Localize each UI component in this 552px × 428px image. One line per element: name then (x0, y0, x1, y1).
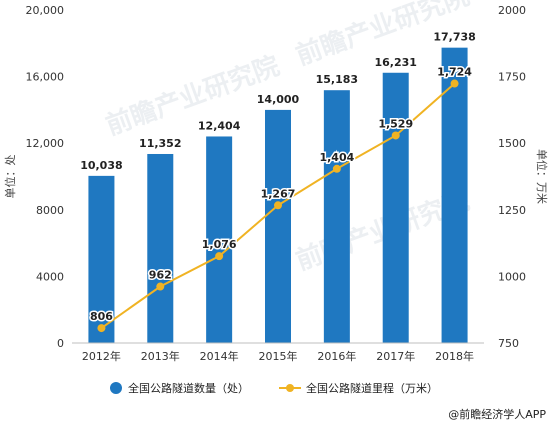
y-left-tick-label: 12,000 (26, 137, 65, 150)
y-right-tick-label: 1000 (498, 270, 526, 283)
x-tick-label: 2015年 (259, 349, 298, 363)
legend-line-label: 全国公路隧道里程（万米） (306, 381, 438, 395)
y-right-tick-label: 1500 (498, 137, 526, 150)
line-point (332, 164, 341, 173)
y-right-tick-label: 2000 (498, 4, 526, 17)
line-point (274, 201, 282, 210)
x-tick-label: 2017年 (376, 349, 415, 363)
y-left-tick-label: 16,000 (26, 71, 65, 84)
line-point (97, 324, 106, 333)
x-tick-label: 2013年 (141, 349, 180, 363)
bar (382, 72, 409, 344)
x-tick-label: 2016年 (317, 349, 356, 363)
bar-value-label: 11,352 (139, 137, 181, 150)
legend-bar-label: 全国公路隧道数量（处） (128, 381, 249, 395)
legend: 全国公路隧道数量（处） 全国公路隧道里程（万米） (110, 381, 438, 395)
y-left-tick-label: 8000 (36, 204, 64, 217)
x-tick-label: 2012年 (82, 349, 121, 363)
bar (147, 153, 174, 343)
y-right-axis-title: 单位：万米 (535, 149, 549, 204)
bar-value-label: 10,038 (80, 159, 122, 172)
y-right-tick-label: 1250 (498, 204, 526, 217)
line-series (97, 79, 459, 333)
line-point (391, 131, 400, 140)
data-labels: 10,038 11,352 12,404 14,000 15,183 16,231 17,7… (80, 31, 476, 325)
y-left-axis-title: 单位：处 (3, 155, 17, 199)
line-value-label: 1,076 (202, 238, 237, 251)
line-point (215, 252, 224, 261)
bar (323, 90, 350, 343)
y-right-tick-label: 750 (498, 337, 519, 350)
y-left-tick-label: 20,000 (26, 4, 65, 17)
line-value-label: 1,267 (261, 187, 296, 200)
credit-text: @前瞻经济学人APP (448, 407, 546, 421)
bar-value-label: 12,404 (198, 119, 241, 132)
bar (441, 47, 468, 344)
y-right-tick-label: 1750 (498, 71, 526, 84)
axes: 0 4000 8000 12,000 16,000 20,000 750 1000 1250 15… (3, 4, 549, 363)
x-tick-label: 2018年 (435, 349, 474, 363)
bar (206, 136, 233, 343)
bar (88, 175, 115, 343)
bar (265, 109, 291, 344)
bar-value-label: 17,738 (433, 31, 475, 44)
x-tick-label: 2014年 (200, 349, 239, 363)
line-value-label: 962 (149, 269, 172, 282)
bar-value-label: 14,000 (257, 93, 300, 106)
line-value-label: 1,724 (437, 66, 472, 79)
bar-series (88, 47, 468, 344)
bar-value-label: 15,183 (316, 73, 358, 86)
line-value-label: 1,404 (319, 151, 354, 164)
line-value-label: 806 (90, 310, 113, 323)
legend-bar-marker (110, 382, 122, 394)
line-value-label: 1,529 (378, 117, 413, 130)
line-point (156, 282, 165, 291)
y-left-tick-label: 4000 (36, 270, 64, 283)
bar-value-label: 16,231 (374, 56, 416, 69)
y-left-tick-label: 0 (57, 337, 64, 350)
line-point (450, 79, 459, 88)
legend-line-marker (286, 384, 294, 392)
